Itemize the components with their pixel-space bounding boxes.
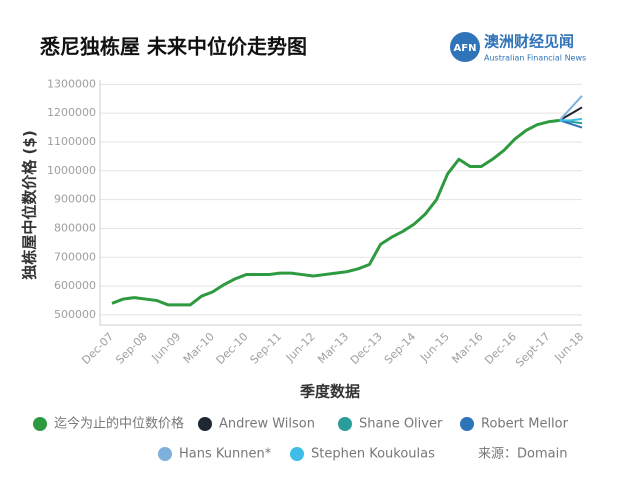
x-tick-label: Jun-15 xyxy=(417,330,452,365)
x-tick-label: Jun-12 xyxy=(283,330,318,365)
legend-label: 迄今为止的中位数价格 xyxy=(54,416,184,432)
y-tick-label: 900000 xyxy=(54,193,96,206)
y-tick-label: 1300000 xyxy=(47,77,96,90)
x-tick-label: Mar-10 xyxy=(181,330,217,366)
x-tick-label: Sep-11 xyxy=(248,330,285,367)
series-line xyxy=(111,118,560,307)
x-tick-label: Sep-08 xyxy=(113,330,150,367)
x-axis-title: 季度数据 xyxy=(300,383,360,401)
logo-mark: AFN xyxy=(454,43,477,54)
series-line xyxy=(559,106,583,122)
legend-marker xyxy=(290,447,304,461)
y-axis-title: 独栋屋中位数价格 ($) xyxy=(21,130,39,279)
x-tick-label: Jun-18 xyxy=(551,330,586,365)
y-tick-label: 800000 xyxy=(54,221,96,234)
x-tick-label: Sept-17 xyxy=(513,330,553,370)
x-tick-label: Dec-07 xyxy=(79,330,116,367)
source: 来源：Domain xyxy=(478,447,567,462)
legend-marker xyxy=(198,417,212,431)
legend-label: Andrew Wilson xyxy=(219,417,315,432)
series-line xyxy=(559,119,583,129)
series-line xyxy=(558,95,583,122)
series-line xyxy=(559,117,583,122)
y-tick-label: 500000 xyxy=(54,308,96,321)
x-tick-label: Dec-13 xyxy=(348,330,385,367)
legend-label: Stephen Koukoulas xyxy=(311,447,435,462)
legend-label: Hans Kunnen* xyxy=(179,447,272,462)
legend-label: Shane Oliver xyxy=(359,417,443,432)
legend-label: Robert Mellor xyxy=(481,417,569,432)
logo-subtitle: Australian Financial News xyxy=(484,54,586,63)
chart-title: 悉尼独栋屋 未来中位价走势图 xyxy=(39,35,307,59)
x-tick-label: Jun-09 xyxy=(149,330,184,365)
y-tick-label: 700000 xyxy=(54,250,96,263)
legend-marker xyxy=(158,447,172,461)
y-tick-label: 600000 xyxy=(54,279,96,292)
y-tick-label: 1100000 xyxy=(47,135,96,148)
x-tick-label: Mar-16 xyxy=(449,330,485,366)
legend-marker xyxy=(460,417,474,431)
logo-badge xyxy=(450,32,480,62)
y-tick-label: 1000000 xyxy=(47,164,96,177)
y-tick-label: 1200000 xyxy=(47,106,96,119)
legend-marker xyxy=(33,417,47,431)
logo-name: 澳洲财经见闻 xyxy=(484,33,574,51)
x-tick-label: Mar-13 xyxy=(315,330,351,366)
x-tick-label: Dec-10 xyxy=(214,330,251,367)
x-tick-label: Sep-14 xyxy=(382,330,419,367)
legend-marker xyxy=(338,417,352,431)
